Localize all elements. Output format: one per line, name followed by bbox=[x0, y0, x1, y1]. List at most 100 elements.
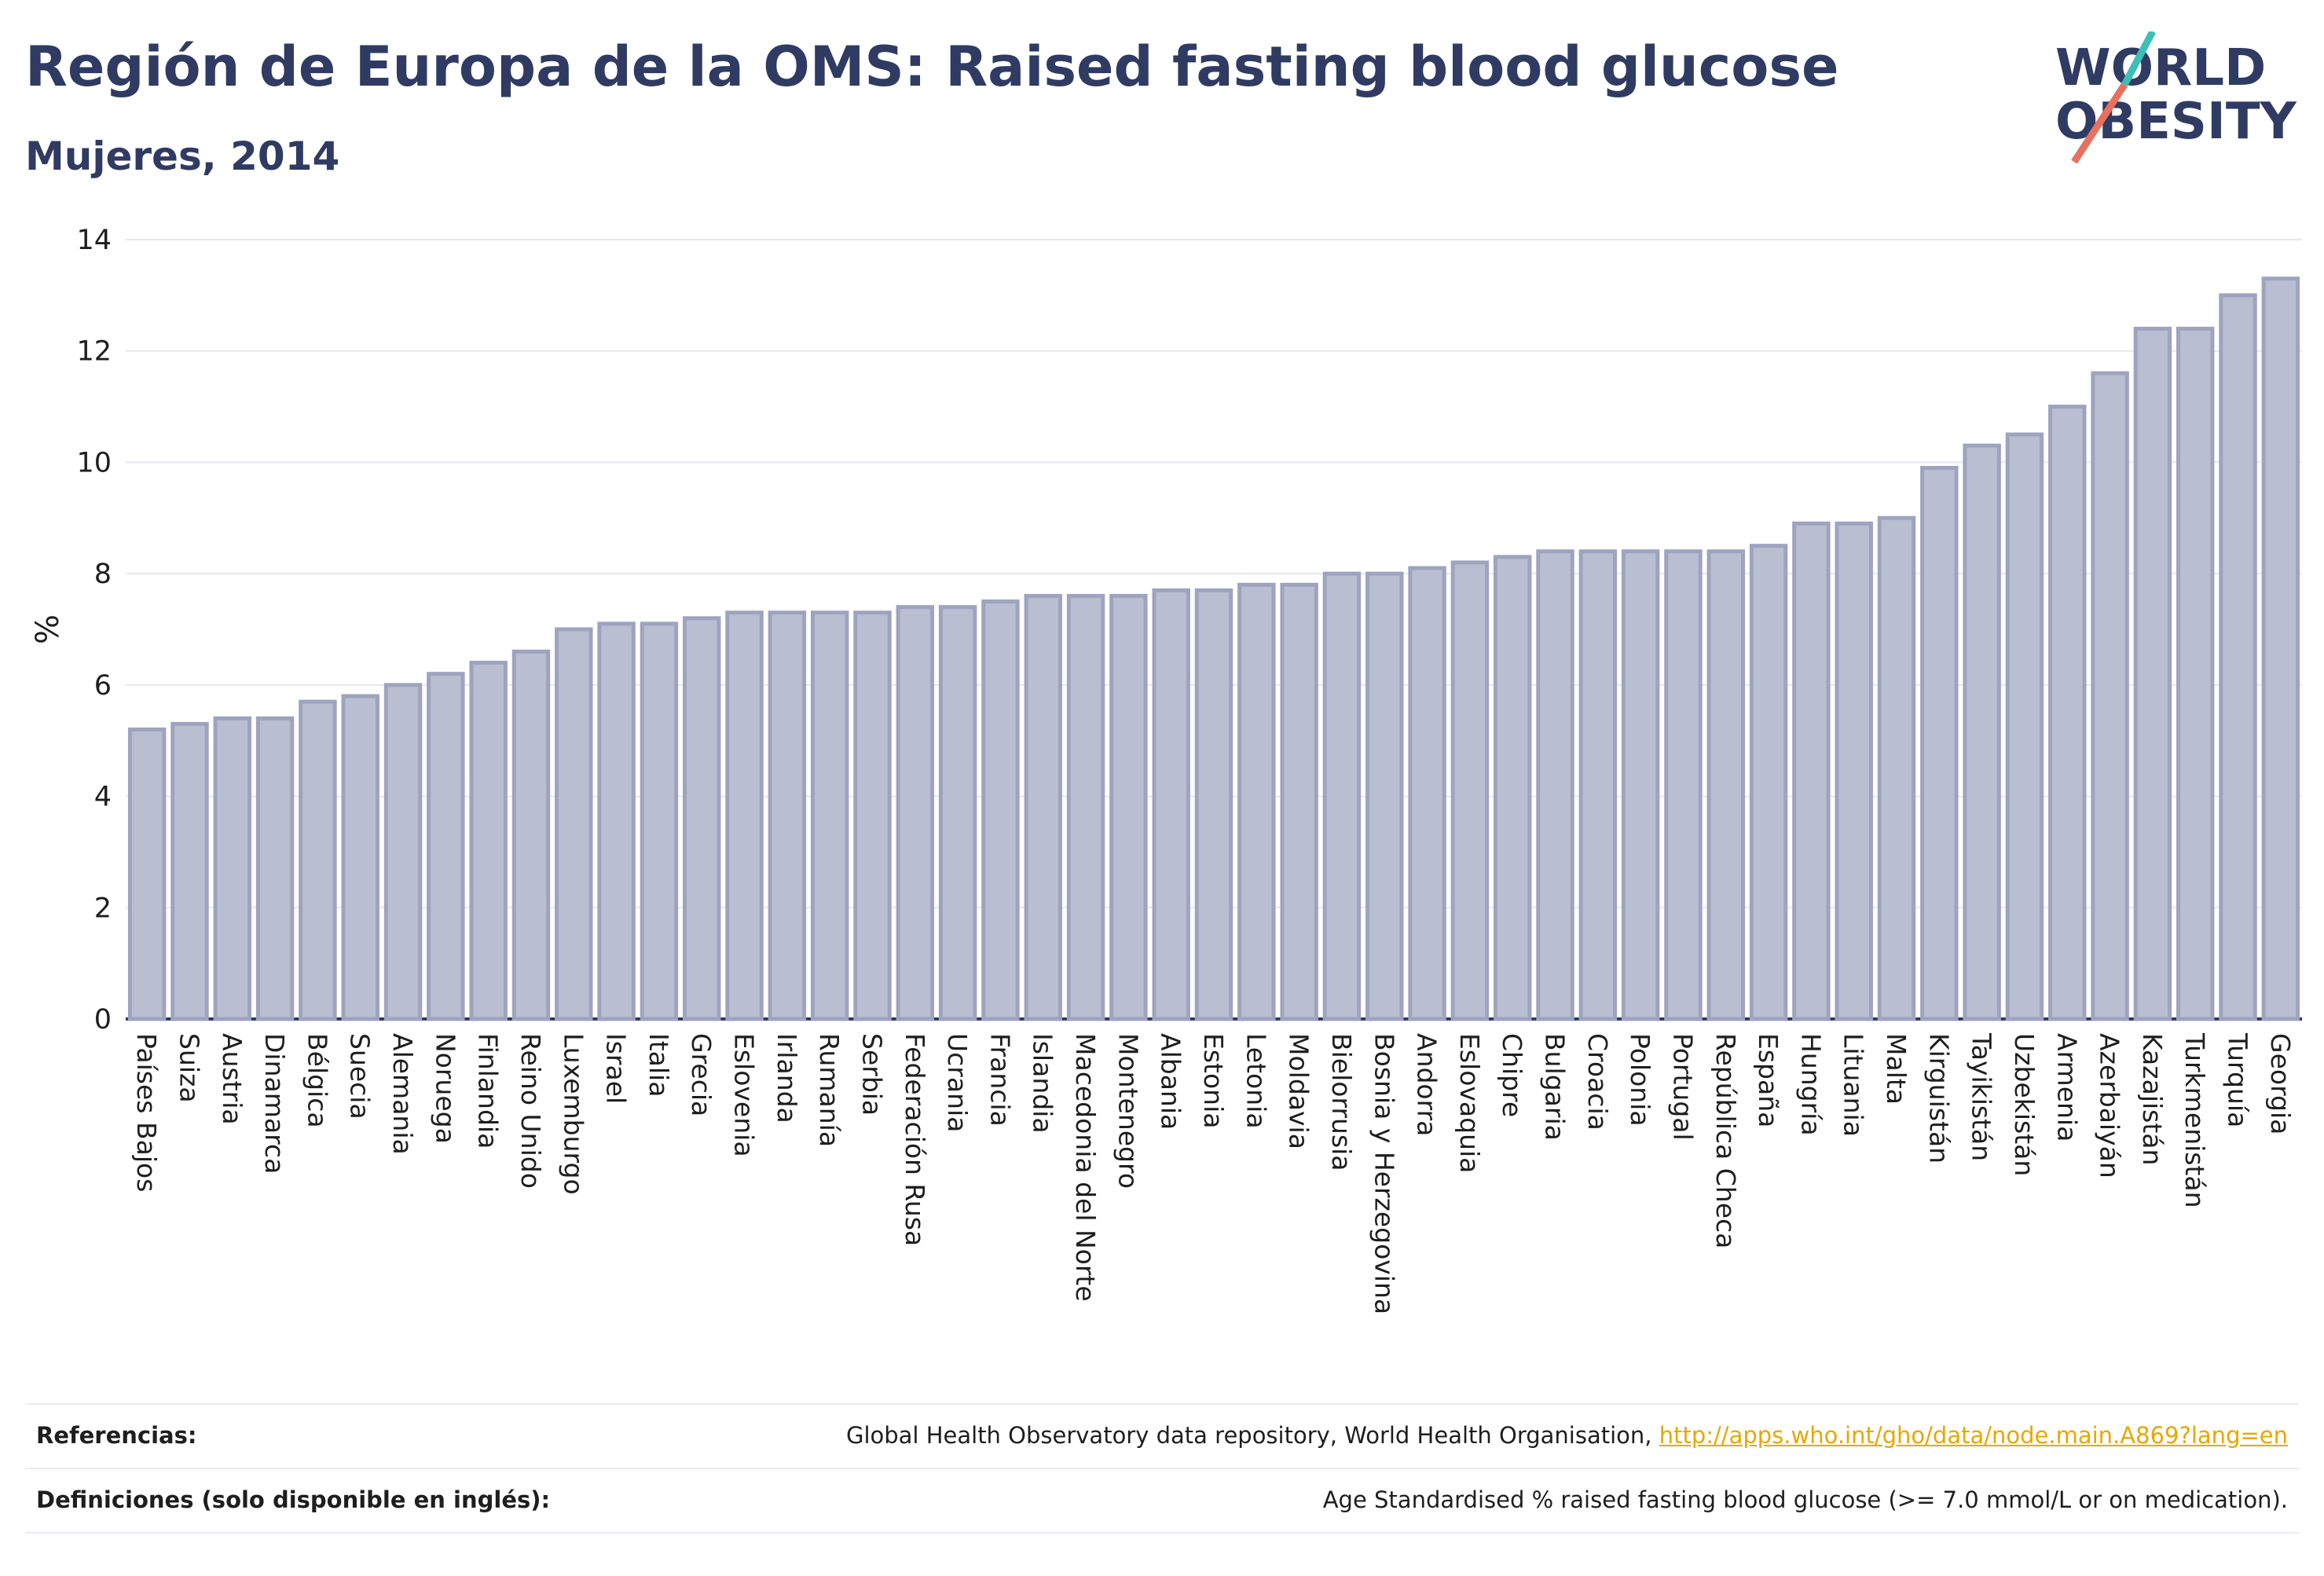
bar-chart: 0 2 4 6 8 10 12 14 Países Bajos Suiza Austria Dina… bbox=[30, 225, 2302, 1314]
x-tick-label: Turquía bbox=[2223, 1032, 2253, 1127]
x-tick-label: Reino Unido bbox=[515, 1033, 546, 1189]
bar[interactable] bbox=[2261, 277, 2300, 1021]
y-tick-label: 14 bbox=[76, 225, 112, 256]
x-tick-label: Moldavia bbox=[1284, 1033, 1314, 1149]
bar[interactable] bbox=[170, 721, 209, 1021]
x-tick-label: Kazajistán bbox=[2137, 1033, 2168, 1165]
bar[interactable] bbox=[1920, 466, 1959, 1021]
bar[interactable] bbox=[768, 610, 807, 1021]
x-tick-label: Ucrania bbox=[942, 1033, 973, 1132]
x-tick-label: Georgia bbox=[2265, 1033, 2296, 1134]
bar[interactable] bbox=[1536, 549, 1574, 1021]
bar[interactable] bbox=[299, 699, 337, 1021]
x-tick-label: Tayikistán bbox=[1967, 1032, 1997, 1161]
x-tick-label: Grecia bbox=[686, 1033, 717, 1116]
x-tick-label: Estonia bbox=[1198, 1033, 1229, 1128]
x-tick-label: Letonia bbox=[1241, 1033, 1271, 1129]
x-tick-label: Eslovaquia bbox=[1454, 1033, 1485, 1173]
bar[interactable] bbox=[2048, 405, 2087, 1021]
bar[interactable] bbox=[1792, 521, 1831, 1021]
bar[interactable] bbox=[896, 605, 935, 1021]
x-tick-label: Suecia bbox=[345, 1033, 376, 1120]
x-tick-label: Montenegro bbox=[1113, 1033, 1143, 1189]
x-tick-label: Italia bbox=[643, 1033, 674, 1097]
bar[interactable] bbox=[597, 621, 636, 1021]
bar[interactable] bbox=[1237, 582, 1276, 1021]
bar[interactable] bbox=[683, 616, 721, 1021]
bar[interactable] bbox=[1024, 593, 1062, 1021]
bar[interactable] bbox=[213, 716, 252, 1021]
bar[interactable] bbox=[1749, 544, 1788, 1021]
logo-line2: OBESITY bbox=[2055, 93, 2297, 151]
bar[interactable] bbox=[725, 610, 764, 1021]
x-tick-label: Hungría bbox=[1795, 1033, 1826, 1136]
bar[interactable] bbox=[1322, 571, 1362, 1021]
chart-subtitle: Mujeres, 2014 bbox=[25, 134, 340, 179]
x-tick-label: Bielorrusia bbox=[1326, 1033, 1357, 1171]
bar[interactable] bbox=[2005, 432, 2044, 1021]
bar[interactable] bbox=[1706, 549, 1745, 1021]
bar[interactable] bbox=[1493, 555, 1532, 1021]
bar[interactable] bbox=[1280, 582, 1318, 1021]
x-tick-label: Bulgaria bbox=[1540, 1033, 1571, 1141]
y-tick-label: 8 bbox=[94, 559, 112, 590]
bar[interactable] bbox=[981, 599, 1020, 1021]
bar[interactable] bbox=[1877, 515, 1916, 1021]
bar[interactable] bbox=[2091, 371, 2129, 1021]
references-link[interactable]: http://apps.who.int/gho/data/node.main.A… bbox=[1659, 1422, 2288, 1449]
bar[interactable] bbox=[1578, 549, 1618, 1021]
bar[interactable] bbox=[555, 627, 593, 1021]
x-tick-label: Andorra bbox=[1412, 1033, 1442, 1136]
x-tick-label: Albania bbox=[1156, 1033, 1186, 1130]
bar[interactable] bbox=[2176, 326, 2215, 1021]
x-tick-label: Finlandia bbox=[473, 1033, 504, 1149]
bar[interactable] bbox=[1621, 549, 1660, 1021]
bar[interactable] bbox=[511, 649, 551, 1021]
x-tick-label: Austria bbox=[217, 1033, 247, 1125]
bar[interactable] bbox=[1408, 566, 1446, 1021]
references-label: Referencias: bbox=[36, 1422, 197, 1449]
x-tick-label: Portugal bbox=[1667, 1033, 1698, 1141]
x-tick-label: República Checa bbox=[1710, 1033, 1741, 1248]
bar[interactable] bbox=[1194, 588, 1233, 1021]
y-tick-label: 10 bbox=[76, 447, 112, 478]
bar[interactable] bbox=[1365, 571, 1404, 1021]
y-tick-label: 6 bbox=[94, 670, 112, 702]
bar[interactable] bbox=[469, 661, 508, 1021]
bar[interactable] bbox=[810, 610, 849, 1021]
world-obesity-logo: WORLD OBESITY bbox=[2055, 31, 2297, 164]
x-tick-label: Luxemburgo bbox=[558, 1033, 588, 1195]
x-tick-label: Francia bbox=[984, 1033, 1015, 1127]
bar[interactable] bbox=[1152, 588, 1190, 1021]
x-tick-label: Polonia bbox=[1625, 1033, 1655, 1127]
bar[interactable] bbox=[2219, 293, 2257, 1021]
x-tick-label: Islandia bbox=[1028, 1033, 1058, 1134]
x-tick-label: Serbia bbox=[856, 1033, 887, 1116]
bar[interactable] bbox=[341, 694, 379, 1021]
chart-title: Región de Europa de la OMS: Raised fasti… bbox=[25, 35, 1839, 99]
bar[interactable] bbox=[383, 683, 423, 1021]
bar[interactable] bbox=[127, 728, 167, 1021]
bar[interactable] bbox=[427, 672, 465, 1021]
x-tick-label: Kirguistán bbox=[1923, 1033, 1954, 1164]
bar[interactable] bbox=[2133, 326, 2172, 1021]
y-axis-label: % bbox=[30, 614, 66, 644]
y-tick-label: 12 bbox=[76, 336, 112, 368]
bar[interactable] bbox=[938, 605, 977, 1021]
bar[interactable] bbox=[853, 610, 892, 1021]
bar[interactable] bbox=[1835, 521, 1873, 1021]
bar[interactable] bbox=[255, 716, 295, 1021]
bar[interactable] bbox=[1963, 443, 2001, 1021]
x-tick-label: Armenia bbox=[2051, 1033, 2082, 1142]
x-tick-label: Malta bbox=[1881, 1033, 1912, 1105]
x-tick-label: España bbox=[1753, 1033, 1783, 1127]
bar[interactable] bbox=[640, 621, 679, 1021]
x-tick-label: Irlanda bbox=[772, 1033, 802, 1123]
bar[interactable] bbox=[1066, 593, 1105, 1021]
x-tick-label: Turkmenistán bbox=[2179, 1032, 2210, 1208]
bar[interactable] bbox=[1450, 560, 1490, 1021]
logo-teal-slash bbox=[2121, 31, 2156, 87]
bar[interactable] bbox=[1664, 549, 1703, 1021]
references-row: Referencias: Global Health Observatory d… bbox=[25, 1403, 2299, 1468]
bar[interactable] bbox=[1109, 593, 1148, 1021]
